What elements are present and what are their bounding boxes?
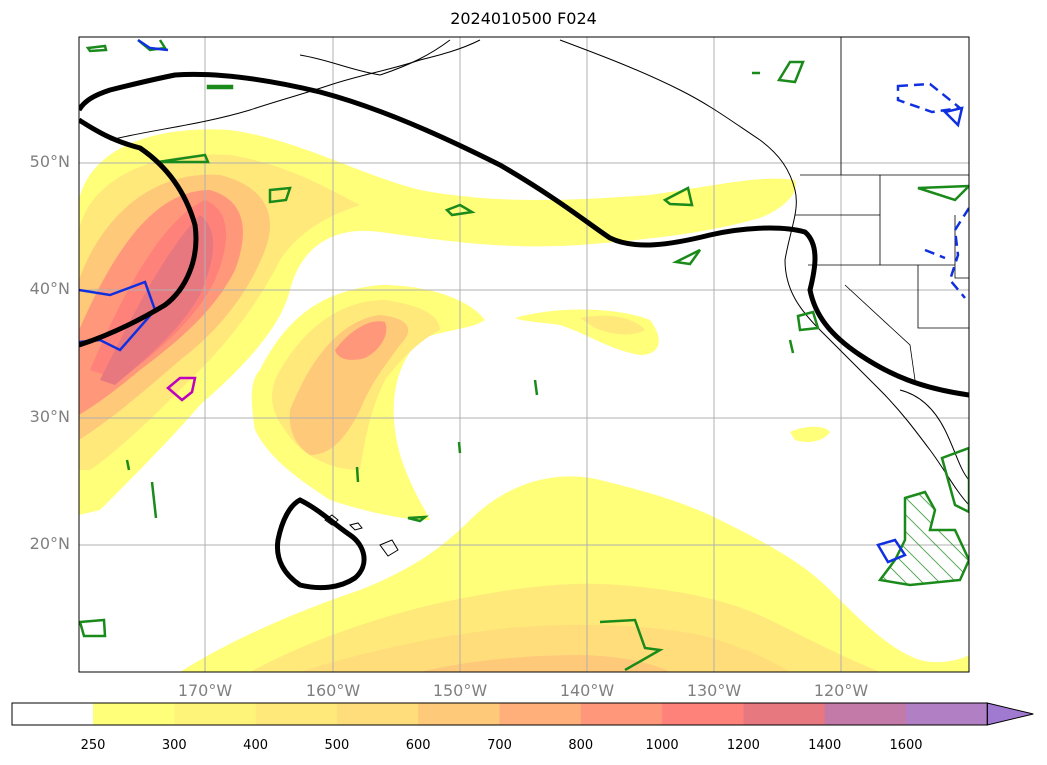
lon-label-130w: 130°W xyxy=(686,681,742,700)
colorbar-tick-label: 500 xyxy=(324,738,350,753)
lon-label-150w: 150°W xyxy=(432,681,488,700)
colorbar-segment-below xyxy=(12,703,93,725)
colorbar-segment xyxy=(174,703,257,725)
coastlines xyxy=(109,39,969,557)
colorbar-extend-arrow xyxy=(986,702,1034,726)
colorbar-outline xyxy=(11,702,988,726)
map-title: 2024010500 F024 xyxy=(450,9,597,28)
colorbar xyxy=(11,702,1034,726)
colorbar-tick-label: 250 xyxy=(80,738,106,753)
lon-label-170w: 170°W xyxy=(177,681,233,700)
lat-label-30n: 30°N xyxy=(29,407,70,426)
colorbar-tick-label: 1600 xyxy=(889,738,923,753)
ivt-fill-layer xyxy=(79,129,969,672)
black-contours xyxy=(79,71,969,591)
colorbar-segment xyxy=(580,703,663,725)
colorbar-segment xyxy=(93,703,175,725)
lon-label-160w: 160°W xyxy=(305,681,361,700)
green-hatched-region xyxy=(877,490,969,587)
blue-dashed-contours xyxy=(896,82,969,299)
colorbar-tick-label: 300 xyxy=(161,738,187,753)
map-plot-area xyxy=(79,37,969,672)
lon-label-120w: 120°W xyxy=(813,681,869,700)
political-borders xyxy=(795,37,969,381)
lat-label-20n: 20°N xyxy=(29,534,70,553)
colorbar-segment xyxy=(418,703,500,725)
colorbar-segment xyxy=(336,703,419,725)
colorbar-segment xyxy=(906,703,988,725)
lat-label-50n: 50°N xyxy=(29,152,70,171)
colorbar-tick-label: 800 xyxy=(568,738,594,753)
green-contours xyxy=(79,39,969,672)
colorbar-tick-label: 1200 xyxy=(726,738,760,753)
map-frame xyxy=(78,36,970,673)
colorbar-segment xyxy=(499,703,582,725)
colorbar-segment xyxy=(662,703,744,725)
colorbar-segment xyxy=(743,703,826,725)
magenta-contour xyxy=(166,376,197,402)
lon-label-140w: 140°W xyxy=(559,681,615,700)
colorbar-tick-label: 600 xyxy=(405,738,431,753)
colorbar-segment xyxy=(255,703,338,725)
colorbar-tick-label: 1000 xyxy=(645,738,679,753)
colorbar-segment xyxy=(824,703,907,725)
colorbar-tick-label: 400 xyxy=(243,738,268,753)
colorbar-tick-label: 1400 xyxy=(808,738,842,753)
lat-label-40n: 40°N xyxy=(29,279,70,298)
colorbar-tick-label: 700 xyxy=(487,738,512,753)
